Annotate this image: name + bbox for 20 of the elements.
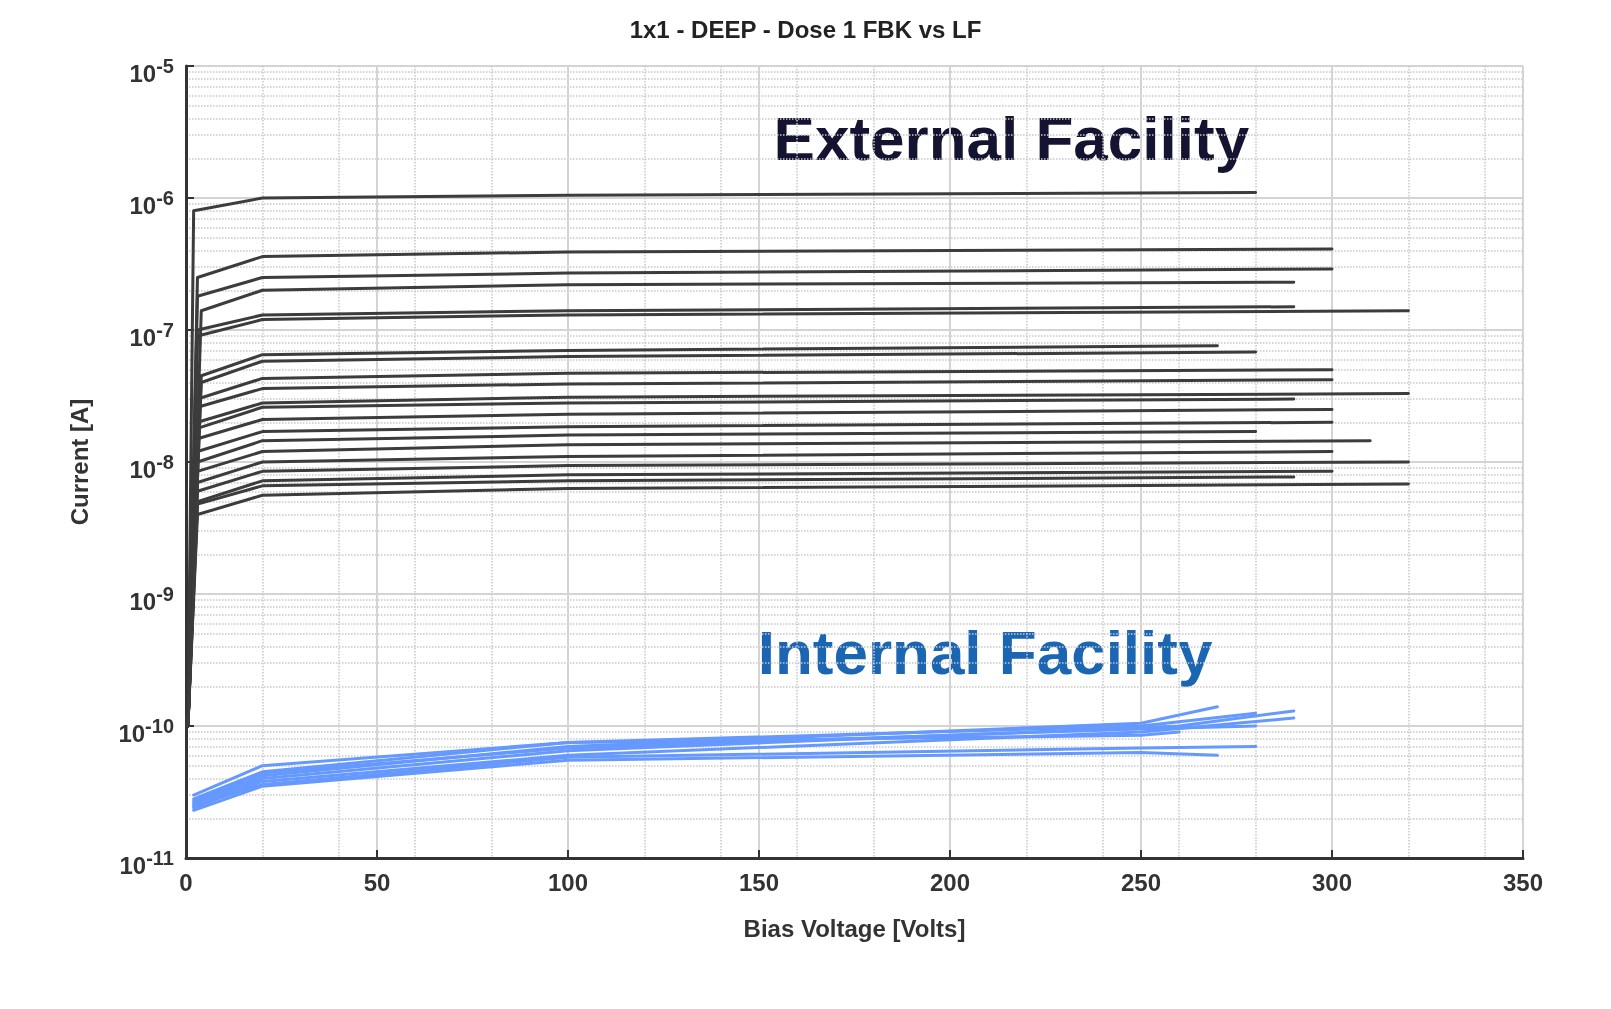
x-axis-title: Bias Voltage [Volts] — [743, 914, 966, 942]
y-tick-label: 10$^{-5}$ — [129, 54, 174, 87]
y-tick-label: 10$^{-8}$ — [129, 450, 174, 483]
y-tick-label: 10$^{-10}$ — [118, 714, 174, 747]
annotation: Internal Facility — [757, 618, 1213, 688]
chart-title: 1x1 - DEEP - Dose 1 FBK vs LF — [629, 15, 982, 43]
x-tick-label: 50 — [363, 868, 391, 896]
x-tick-label: 150 — [738, 868, 780, 896]
y-tick-label: 10$^{-6}$ — [129, 186, 174, 219]
x-tick-label: 0 — [179, 868, 193, 896]
x-tick-label: 250 — [1120, 868, 1162, 896]
x-tick-label: 200 — [929, 868, 971, 896]
y-axis-title: Current [A] — [65, 398, 93, 526]
x-tick-label: 300 — [1311, 868, 1353, 896]
annotation: External Facility — [773, 103, 1250, 173]
y-tick-label: 10$^{-11}$ — [119, 846, 174, 879]
y-tick-label: 10$^{-7}$ — [129, 318, 174, 351]
x-tick-label: 350 — [1502, 868, 1544, 896]
x-tick-label: 100 — [547, 868, 589, 896]
y-tick-label: 10$^{-9}$ — [129, 582, 174, 615]
